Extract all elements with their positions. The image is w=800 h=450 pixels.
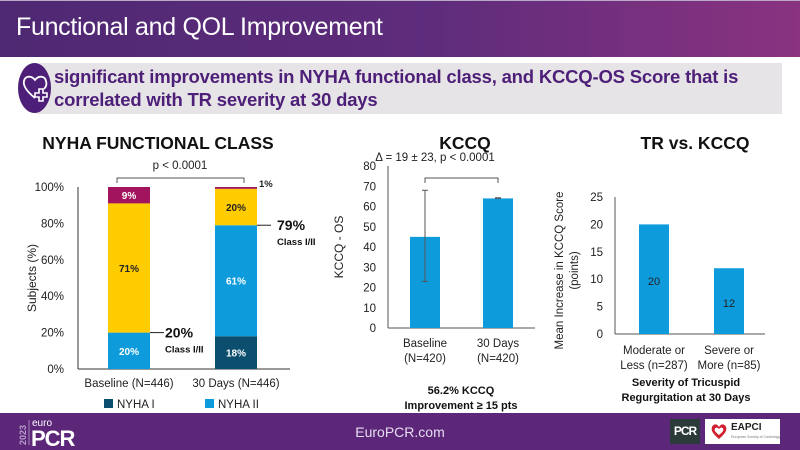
x-tick-label: Severe or [704, 345, 754, 357]
y-tick-label: 0 [597, 329, 603, 341]
tr-vs-kccq-bar-chart: 0 5 10 15 20 25 Mean Increase in KCCQ Score (po… [554, 192, 765, 404]
y-axis-label: Mean Increase in KCCQ Score [554, 192, 566, 350]
bar [714, 268, 744, 334]
p-value-label: p < 0.0001 [153, 160, 208, 172]
y-axis-label: KCCQ - OS [332, 216, 346, 279]
x-tick-label: 30 Days (N=446) [192, 378, 279, 390]
y-axis-label: Subjects (%) [25, 244, 39, 312]
legend-swatch [205, 399, 214, 408]
key-finding-banner [36, 63, 782, 114]
pcr-logo: PCR [670, 419, 700, 444]
data-label: 20 [648, 276, 660, 288]
baseline-class-label: Class I/II [165, 345, 204, 356]
x-axis-label: Regurgitation at 30 Days [622, 392, 751, 404]
significance-bracket [424, 177, 499, 183]
y-tick-label: 20 [590, 219, 603, 231]
y-tick-label: 70 [363, 181, 376, 193]
x-tick-label: Baseline [403, 338, 447, 350]
data-label: 61% [226, 277, 246, 288]
bar-segment-nyha-iii [108, 203, 150, 333]
y-tick-label: 40 [363, 242, 376, 254]
footnote-line: 56.2% KCCQ [428, 385, 495, 397]
footer-url[interactable]: EuroPCR.com [355, 424, 445, 440]
chart-subtitle: Δ = 19 ± 23, p < 0.0001 [375, 152, 495, 164]
data-label: 9% [122, 191, 137, 202]
x-tick-label: Less (n=287) [620, 360, 688, 372]
bar [639, 224, 669, 334]
y-tick-label: 80 [363, 161, 376, 173]
kccq-chart-title: KCCQ [439, 133, 491, 153]
followup-class-label: Class I/II [277, 237, 316, 248]
footnote-line: Improvement ≥ 15 pts [404, 400, 517, 412]
y-tick-label: 25 [590, 192, 603, 204]
logo-year: 2023 [18, 425, 28, 445]
y-tick-label: 60% [41, 255, 64, 267]
legend-label: NYHA I [117, 399, 155, 411]
nyha-chart-title: NYHA FUNCTIONAL CLASS [42, 133, 274, 153]
data-label: 20% [119, 347, 139, 358]
data-label: 20% [226, 203, 246, 214]
y-axis-label: (points) [569, 251, 581, 290]
y-tick-label: 30 [363, 262, 376, 274]
bar-segment-nyha-iii [215, 188, 257, 226]
y-tick-label: 15 [590, 247, 603, 259]
legend-swatch [104, 399, 113, 408]
data-label: 18% [226, 349, 246, 360]
bar-segment-nyha-iv [108, 187, 150, 204]
logo-big: PCR [31, 426, 76, 448]
nyha-stacked-bar-chart: 0% 20% 40% 60% 80% 100% Subjects (%) 20% 71% 9% Ba… [25, 160, 316, 411]
y-tick-label: 10 [590, 274, 603, 286]
heart-icon [711, 424, 727, 439]
x-tick-label: (N=420) [404, 353, 446, 365]
legend-label: NYHA II [218, 399, 259, 411]
eapci-logo: EAPCI European Society of Cardiology [705, 419, 780, 444]
y-tick-label: 5 [597, 302, 603, 314]
significance-bracket [116, 177, 245, 183]
eapci-label: EAPCI [731, 422, 762, 433]
x-tick-label: (N=420) [477, 353, 519, 365]
y-tick-label: 80% [41, 218, 64, 230]
x-axis-label: Severity of Tricuspid [632, 377, 740, 389]
bar-segment-nyha-ii [215, 225, 257, 337]
footer-bar [0, 413, 800, 450]
y-tick-label: 50 [363, 222, 376, 234]
eapci-sublabel: European Society of Cardiology [731, 435, 781, 439]
logo-small: euro [32, 418, 52, 429]
header-bar: Functional and QOL Improvement [0, 0, 800, 57]
page-title: Functional and QOL Improvement [16, 13, 383, 41]
y-tick-label: 0 [370, 323, 376, 335]
x-tick-label: Moderate or [623, 345, 685, 357]
y-tick-label: 40% [41, 291, 64, 303]
x-tick-label: Baseline (N=446) [84, 378, 173, 390]
heart-plus-icon [22, 75, 48, 102]
x-tick-label: 30 Days [477, 338, 519, 350]
followup-class-value: 79% [277, 217, 306, 233]
y-tick-label: 60 [363, 202, 376, 214]
y-tick-label: 20% [41, 328, 64, 340]
y-tick-label: 20 [363, 283, 376, 295]
bar [483, 198, 513, 328]
y-tick-label: 10 [363, 303, 376, 315]
x-tick-label: More (n=85) [698, 360, 761, 372]
bar-segment-nyha-ii [108, 332, 150, 369]
europcr-logo: 2023 euro PCR [18, 418, 77, 448]
followup-top-label: 1% [259, 179, 273, 190]
y-tick-label: 100% [35, 182, 64, 194]
baseline-class-value: 20% [165, 325, 194, 341]
y-tick-label: 0% [47, 364, 64, 376]
key-finding-text: significant improvements in NYHA functio… [54, 66, 739, 110]
bar-segment-nyha-i [215, 336, 257, 369]
data-label: 71% [119, 264, 139, 275]
kccq-bar-chart: 0 10 20 30 40 50 60 70 80 KCCQ - OS Δ = 19 ± 23, p… [332, 152, 535, 412]
bar-segment-nyha-iv [215, 187, 257, 189]
data-label: 12 [723, 298, 735, 310]
tr-kccq-chart-title: TR vs. KCCQ [640, 133, 750, 153]
